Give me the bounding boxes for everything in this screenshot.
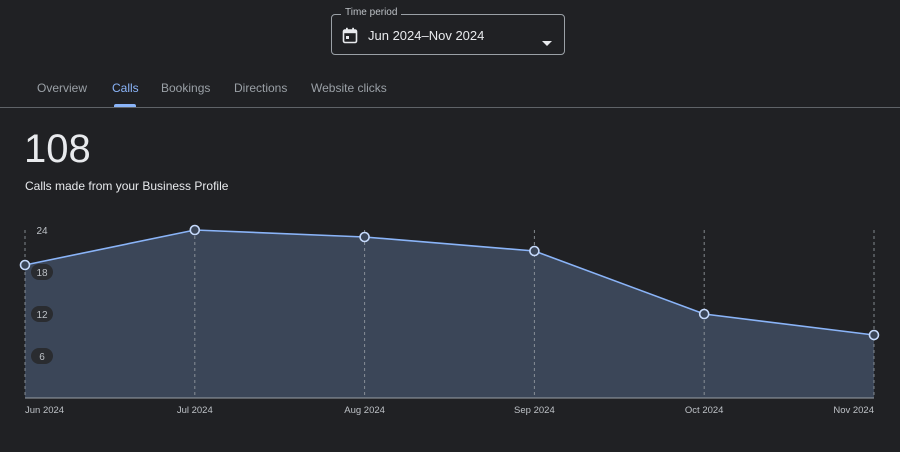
x-tick-label-2: Aug 2024	[344, 405, 385, 416]
time-period-select[interactable]: Time period Jun 2024–Nov 2024	[331, 7, 565, 55]
y-tick-label-12: 12	[36, 310, 48, 321]
data-point-4	[698, 308, 710, 320]
tab-website-clicks[interactable]: Website clicks	[311, 81, 387, 95]
time-period-label: Time period	[341, 7, 402, 18]
area-fill	[25, 230, 874, 398]
x-tick-label-0: Jun 2024	[25, 405, 64, 416]
tab-directions[interactable]: Directions	[234, 81, 288, 95]
y-tick-label-24: 24	[36, 226, 48, 237]
tab-overview[interactable]: Overview	[37, 81, 88, 95]
y-tick-pill-12	[31, 306, 53, 322]
x-tick-label-4: Oct 2024	[685, 405, 724, 416]
data-point-0	[19, 259, 31, 271]
tab-calls[interactable]: Calls	[112, 81, 139, 95]
tab-bookings[interactable]: Bookings	[161, 81, 211, 95]
series-line	[24, 229, 875, 336]
dropdown-arrow-icon	[542, 33, 552, 51]
tab-bar: Overview Calls Bookings Directions Websi…	[0, 70, 900, 108]
data-point-1	[189, 224, 201, 236]
metric-value: 108	[24, 127, 91, 171]
y-tick-label-18: 18	[36, 268, 48, 279]
y-tick-pill-6	[31, 348, 53, 364]
data-point-2	[359, 231, 370, 243]
metric-caption: Calls made from your Business Profile	[25, 179, 229, 193]
data-point-3	[529, 245, 540, 257]
active-tab-indicator	[114, 104, 136, 107]
y-tick-pill-18	[31, 264, 53, 280]
x-tick-label-1: Jul 2024	[177, 405, 213, 416]
x-tick-label-5: Nov 2024	[833, 405, 874, 416]
data-point-5	[868, 329, 880, 341]
calendar-icon	[342, 27, 358, 49]
time-period-value: Jun 2024–Nov 2024	[368, 28, 485, 43]
y-tick-label-6: 6	[39, 352, 45, 363]
x-tick-label-3: Sep 2024	[514, 405, 555, 416]
